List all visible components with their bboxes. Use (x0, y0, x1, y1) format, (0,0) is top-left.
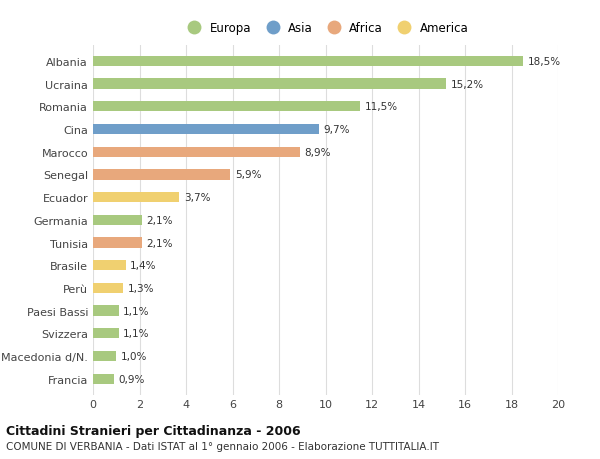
Text: Cittadini Stranieri per Cittadinanza - 2006: Cittadini Stranieri per Cittadinanza - 2… (6, 424, 301, 437)
Text: 11,5%: 11,5% (365, 102, 398, 112)
Bar (93, 329, 119, 339)
Text: 2,1%: 2,1% (146, 215, 173, 225)
Bar (93, 147, 300, 157)
Text: COMUNE DI VERBANIA - Dati ISTAT al 1° gennaio 2006 - Elaborazione TUTTITALIA.IT: COMUNE DI VERBANIA - Dati ISTAT al 1° ge… (6, 441, 439, 451)
Text: 18,5%: 18,5% (528, 57, 561, 67)
Text: 5,9%: 5,9% (235, 170, 262, 180)
Bar (93, 238, 142, 248)
Bar (93, 193, 179, 203)
Bar (93, 374, 114, 384)
Text: 9,7%: 9,7% (323, 125, 350, 134)
Bar (93, 351, 116, 361)
Text: 8,9%: 8,9% (305, 147, 331, 157)
Bar (93, 56, 523, 67)
Bar (93, 215, 142, 225)
Text: 1,0%: 1,0% (121, 351, 147, 361)
Text: 2,1%: 2,1% (146, 238, 173, 248)
Text: 1,1%: 1,1% (123, 306, 150, 316)
Bar (93, 102, 361, 112)
Text: 1,1%: 1,1% (123, 329, 150, 339)
Bar (93, 261, 125, 271)
Text: 15,2%: 15,2% (451, 79, 484, 90)
Bar (93, 124, 319, 135)
Text: 1,3%: 1,3% (128, 283, 154, 293)
Bar (93, 306, 119, 316)
Text: 3,7%: 3,7% (184, 193, 210, 203)
Text: 0,9%: 0,9% (119, 374, 145, 384)
Bar (93, 170, 230, 180)
Bar (93, 79, 446, 90)
Text: 1,4%: 1,4% (130, 261, 157, 271)
Bar (93, 283, 123, 293)
Legend: Europa, Asia, Africa, America: Europa, Asia, Africa, America (178, 17, 473, 39)
